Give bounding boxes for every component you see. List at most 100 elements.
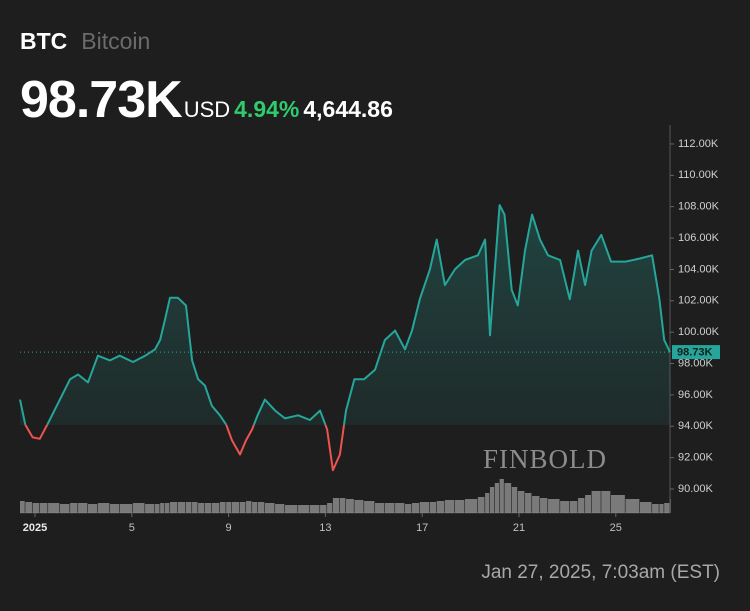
x-tick-label: 5 (129, 522, 135, 534)
volume-bar (504, 483, 512, 513)
volume-bar (511, 487, 518, 513)
x-tick-label: 17 (416, 522, 428, 534)
volume-bar (560, 501, 570, 513)
volume-bar (419, 502, 430, 513)
volume-bar (494, 483, 500, 513)
volume-bar (525, 493, 532, 513)
volume-bar (444, 500, 455, 513)
volume-bar (275, 504, 285, 513)
price-line-down (24, 424, 346, 472)
volume-bar (20, 501, 25, 513)
volume-bar (610, 495, 625, 513)
volume-bar (320, 505, 327, 513)
volume-bar (231, 502, 240, 513)
volume-bar (145, 504, 155, 513)
volume-bar (70, 503, 78, 513)
volume-bar (532, 496, 540, 513)
volume-bar (32, 503, 40, 513)
volume-bar (405, 504, 412, 513)
volume-bar (186, 502, 192, 513)
y-tick-label: 104.00K (678, 263, 720, 275)
y-tick-label: 98.00K (678, 357, 714, 369)
volume-bar (226, 502, 232, 513)
x-tick-label: 9 (226, 522, 232, 534)
volume-bar (659, 504, 664, 513)
volume-bar (339, 498, 346, 513)
volume-bar (384, 503, 395, 513)
y-tick-label: 108.00K (678, 201, 720, 213)
volume-bar (429, 502, 437, 513)
volume-bar (155, 504, 160, 513)
volume-bar (354, 500, 364, 513)
volume-bar (332, 498, 340, 513)
volume-bar (48, 503, 60, 513)
ticker: BTC Bitcoin (20, 28, 150, 55)
y-tick-label: 110.00K (678, 169, 719, 181)
x-tick-label: 21 (513, 522, 525, 534)
volume-bar (239, 502, 246, 513)
volume-bar (548, 499, 560, 513)
price-line-up (19, 204, 671, 425)
quote: 98.73K USD 4.94% 4,644.86 (20, 70, 393, 130)
x-tick-label: 2025 (23, 522, 47, 534)
volume-bar (578, 498, 585, 513)
y-tick-label: 112.00K (678, 138, 719, 150)
volume-bar (477, 497, 485, 513)
price-area (20, 205, 670, 425)
volume-bar (395, 503, 405, 513)
change-percent: 4.94% (234, 96, 300, 122)
volume-bar (664, 503, 670, 513)
y-tick-label: 100.00K (678, 326, 720, 338)
volume-bar (436, 501, 445, 513)
volume-bar (517, 491, 525, 513)
y-tick-label: 94.00K (678, 420, 714, 432)
volume-bar (465, 499, 478, 513)
price: 98.73K (20, 71, 183, 129)
volume-bar (177, 502, 186, 513)
volume-bar (119, 504, 133, 513)
volume-bar (264, 503, 275, 513)
volume-bar (639, 502, 652, 513)
volume-bar (364, 501, 375, 513)
volume-bar (540, 498, 548, 513)
timestamp: Jan 27, 2025, 7:03am (EST) (481, 562, 720, 583)
volume-bar (110, 504, 120, 513)
chart: FINBOLD 90.00K 92.00K 94.00K 96.00K 98.00K 10… (19, 125, 720, 534)
change: 4,644.86 (303, 96, 393, 122)
volume-bar (454, 500, 465, 513)
x-tick-label: 13 (319, 522, 331, 534)
volume-bar (78, 503, 88, 513)
volume-bar (97, 503, 110, 513)
y-tick-label: 90.00K (678, 483, 714, 495)
volume-bar (219, 502, 226, 513)
volume-bar (327, 503, 333, 513)
volume-bar (412, 503, 420, 513)
volume-bar (25, 502, 32, 513)
volume-bar (585, 495, 591, 513)
volume-bar (133, 503, 145, 513)
volume-bar (485, 493, 490, 513)
y-tick-label: 96.00K (678, 389, 714, 401)
volume-bar (252, 502, 258, 513)
volume-bar (670, 499, 671, 513)
volume-bar (298, 505, 310, 513)
volume-bar (160, 503, 165, 513)
currency: USD (183, 97, 231, 122)
volume-bar (198, 503, 205, 513)
volume-bar (652, 504, 659, 513)
volume-bar (39, 503, 48, 513)
volume-bar (170, 502, 178, 513)
volume-bar (569, 501, 578, 513)
volume-bar (375, 503, 385, 513)
volume-bar (499, 479, 504, 513)
volume-bar (88, 504, 98, 513)
watermark: FINBOLD (483, 444, 607, 474)
y-tick-label: 102.00K (678, 295, 720, 307)
y-tick-label: 106.00K (678, 232, 720, 244)
volume-bar (345, 499, 354, 513)
volume-bar (164, 503, 170, 513)
volume-bar (246, 501, 252, 513)
volume-bar (204, 503, 212, 513)
volume-bar (591, 491, 601, 513)
